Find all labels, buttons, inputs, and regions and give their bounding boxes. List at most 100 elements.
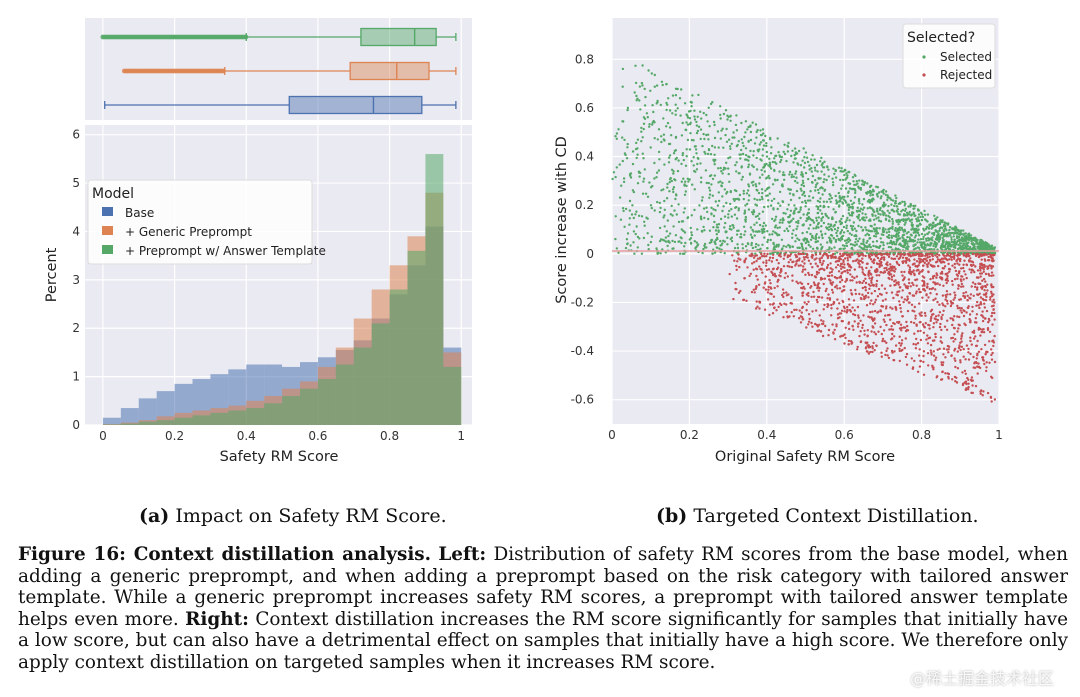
scatter-point-selected — [640, 130, 643, 133]
scatter-point-selected — [763, 236, 766, 239]
scatter-point-selected — [931, 232, 935, 235]
scatter-point-rejected — [752, 288, 755, 291]
scatter-point-rejected — [840, 319, 843, 323]
scatter-point-rejected — [772, 302, 775, 305]
scatter-point-selected — [924, 237, 928, 240]
scatter-point-selected — [699, 128, 703, 131]
scatter-point-selected — [882, 243, 885, 247]
scatter-point-rejected — [807, 320, 811, 323]
scatter-point-selected — [749, 125, 752, 128]
scatter-point-rejected — [962, 314, 966, 318]
scatter-point-rejected — [930, 351, 933, 354]
scatter-point-selected — [863, 245, 867, 248]
scatter-point-rejected — [954, 365, 957, 369]
scatter-point-selected — [649, 89, 652, 93]
scatter-point-rejected — [818, 268, 821, 271]
scatter-point-rejected — [830, 274, 834, 277]
scatter-point-selected — [749, 138, 753, 142]
scatter-point-rejected — [813, 258, 816, 261]
scatter-point-selected — [741, 175, 744, 179]
scatter-point-rejected — [742, 298, 746, 301]
scatter-point-selected — [802, 213, 805, 216]
scatter-point-selected — [868, 185, 872, 189]
scatter-point-rejected — [865, 304, 869, 307]
scatter-point-selected — [706, 133, 710, 136]
scatter-point-rejected — [867, 274, 870, 277]
scatter-point-selected — [705, 181, 708, 185]
scatter-point-selected — [638, 175, 641, 178]
scatter-point-selected — [744, 215, 747, 219]
scatter-point-rejected — [941, 313, 944, 317]
scatter-point-selected — [677, 220, 681, 224]
scatter-point-selected — [721, 195, 724, 198]
scatter-point-rejected — [985, 351, 988, 354]
scatter-point-selected — [650, 72, 653, 75]
histogram-bar — [335, 364, 354, 425]
scatter-point-selected — [926, 213, 930, 216]
scatter-point-selected — [723, 188, 726, 191]
scatter-point-selected — [666, 103, 669, 107]
scatter-point-selected — [880, 195, 883, 198]
scatter-point-selected — [699, 162, 702, 165]
scatter-point-rejected — [965, 276, 968, 280]
scatter-point-rejected — [965, 311, 968, 314]
scatter-point-rejected — [870, 279, 873, 283]
scatter-point-rejected — [953, 349, 956, 352]
scatter-point-selected — [842, 234, 845, 238]
scatter-point-selected — [726, 236, 729, 239]
scatter-point-rejected — [785, 291, 788, 294]
scatter-point-rejected — [898, 300, 901, 303]
scatter-point-rejected — [932, 322, 936, 325]
scatter-point-selected — [796, 181, 799, 184]
scatter-point-rejected — [890, 275, 894, 279]
scatter-point-selected — [750, 211, 754, 214]
scatter-point-rejected — [985, 253, 989, 256]
scatter-point-rejected — [801, 318, 804, 321]
scatter-point-selected — [636, 235, 640, 239]
scatter-point-rejected — [843, 257, 847, 260]
scatter-point-rejected — [823, 303, 826, 307]
scatter-point-selected — [828, 236, 831, 239]
scatter-point-selected — [890, 209, 893, 212]
scatter-point-selected — [717, 181, 720, 184]
scatter-point-selected — [642, 116, 646, 119]
scatter-point-rejected — [753, 291, 756, 294]
scatter-point-selected — [835, 234, 839, 238]
scatter-legend-box — [902, 23, 996, 89]
scatter-point-rejected — [983, 302, 986, 305]
scatter-point-selected — [857, 185, 860, 188]
scatter-point-selected — [841, 237, 844, 241]
caption-left-text: Distribution of safety RM scores from th… — [18, 544, 1068, 630]
scatter-point-selected — [853, 244, 856, 247]
scatter-point-selected — [788, 221, 791, 224]
scatter-point-rejected — [902, 300, 905, 304]
scatter-point-selected — [780, 238, 784, 241]
scatter-point-rejected — [861, 286, 864, 290]
scatter-point-rejected — [906, 309, 910, 313]
scatter-point-selected — [744, 204, 747, 207]
scatter-point-rejected — [818, 257, 821, 260]
scatter-point-selected — [663, 199, 666, 203]
scatter-point-selected — [653, 177, 656, 180]
scatter-point-rejected — [899, 307, 902, 310]
scatter-point-rejected — [946, 293, 949, 296]
scatter-point-rejected — [963, 369, 967, 373]
scatter-point-selected — [643, 168, 646, 171]
scatter-point-selected — [895, 196, 898, 200]
scatter-point-selected — [854, 238, 858, 241]
scatter-point-selected — [822, 180, 825, 184]
scatter-point-rejected — [901, 279, 905, 282]
scatter-point-rejected — [839, 262, 843, 266]
scatter-point-selected — [837, 205, 841, 208]
scatter-point-rejected — [945, 281, 948, 285]
scatter-point-selected — [753, 234, 756, 237]
scatter-point-selected — [955, 232, 959, 235]
scatter-point-rejected — [960, 275, 963, 278]
scatter-point-selected — [642, 122, 646, 126]
scatter-point-rejected — [869, 284, 872, 287]
scatter-point-selected — [666, 182, 669, 186]
scatter-point-selected — [844, 199, 847, 202]
scatter-point-selected — [921, 213, 924, 216]
scatter-point-rejected — [956, 304, 959, 308]
scatter-point-selected — [751, 236, 754, 240]
